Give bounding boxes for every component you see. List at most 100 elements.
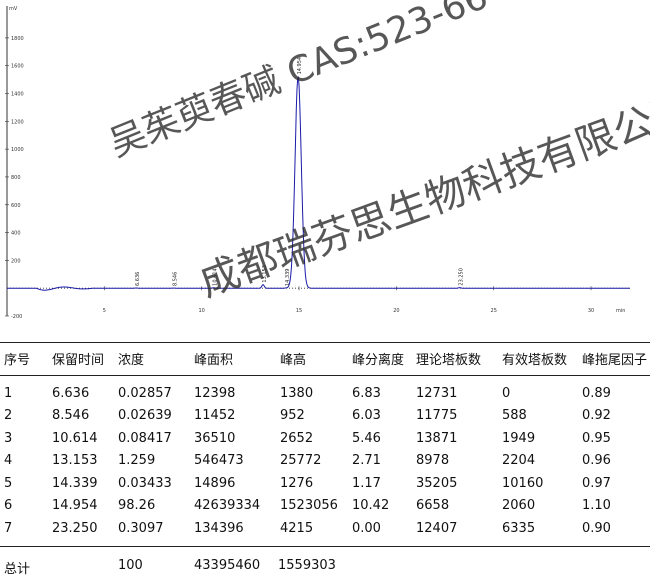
y-tick-label: 600 xyxy=(11,203,21,209)
results-table-wrap: 序号 保留时间 浓度 峰面积 峰高 峰分离度 理论塔板数 有效塔板数 峰拖尾因子… xyxy=(0,342,650,540)
cell-effective-plates: 6335 xyxy=(502,520,536,536)
cell-effective-plates: 1949 xyxy=(502,430,536,446)
cell-theoretical-plates: 11775 xyxy=(416,408,458,424)
cell-tailing-factor: 0.92 xyxy=(582,408,611,424)
table-row: 7 23.250 0.3097 134396 4215 0.00 12407 6335 0.90 xyxy=(0,517,650,540)
cell-effective-plates: 2060 xyxy=(502,498,536,514)
peak-labels: 6.636 8.546 10.614 13.153 14.339 14.954 23.250 xyxy=(135,57,464,286)
cell-peak-area: 11452 xyxy=(194,408,236,424)
cell-resolution: 10.42 xyxy=(352,498,390,514)
cell-index: 7 xyxy=(4,520,13,536)
cell-index: 6 xyxy=(4,498,13,514)
cell-peak-area: 42639334 xyxy=(194,498,261,514)
cell-concentration: 98.26 xyxy=(118,498,156,514)
cell-concentration: 0.08417 xyxy=(118,430,172,446)
peak-label: 13.153 xyxy=(262,265,268,283)
cell-peak-height: 4215 xyxy=(280,520,314,536)
cell-peak-area: 546473 xyxy=(194,453,244,469)
cell-peak-area: 12398 xyxy=(194,385,236,401)
cell-peak-area: 134396 xyxy=(194,520,244,536)
table-header-row: 序号 保留时间 浓度 峰面积 峰高 峰分离度 理论塔板数 有效塔板数 峰拖尾因子 xyxy=(0,342,650,374)
chart-axes: mV min xyxy=(6,6,630,316)
table-row: 5 14.339 0.03433 14896 1276 1.17 35205 10160 0.9… xyxy=(0,472,650,495)
peak-label: 8.546 xyxy=(172,272,178,286)
y-tick-label: 800 xyxy=(11,175,21,181)
x-axis-label: min xyxy=(616,308,625,314)
cell-tailing-factor: 0.90 xyxy=(582,520,611,536)
table-row: 6 14.954 98.26 42639334 1523056 10.42 6658 2060… xyxy=(0,495,650,518)
cell-resolution: 1.17 xyxy=(352,475,381,491)
col-header-effective-plates: 有效塔板数 xyxy=(502,352,568,368)
col-header-peak-area: 峰面积 xyxy=(194,352,234,368)
cell-retention-time: 10.614 xyxy=(52,430,98,446)
x-tick-label: 30 xyxy=(588,308,594,314)
col-header-concentration: 浓度 xyxy=(118,352,145,368)
total-label: 总计 xyxy=(4,562,31,577)
total-area: 43395460 xyxy=(194,558,261,573)
cell-concentration: 0.03433 xyxy=(118,475,172,491)
cell-index: 2 xyxy=(4,408,13,424)
y-tick-label: 1800 xyxy=(11,36,24,42)
chromatogram-chart: mV min -200 200 400 600 800 1000 1200 1400 1600 18… xyxy=(5,6,630,320)
y-tick-label: -200 xyxy=(11,314,22,320)
cell-index: 5 xyxy=(4,475,13,491)
peak-label: 14.339 xyxy=(285,269,291,287)
cell-concentration: 0.3097 xyxy=(118,520,164,536)
x-tick-label: 15 xyxy=(296,308,302,314)
col-header-peak-height: 峰高 xyxy=(280,352,307,368)
table-body: 1 6.636 0.02857 12398 1380 6.83 12731 0 0.89 2 8.5… xyxy=(0,374,650,540)
cell-tailing-factor: 0.96 xyxy=(582,453,611,469)
cell-resolution: 2.71 xyxy=(352,453,381,469)
chromatogram-trace-group xyxy=(7,75,630,291)
cell-concentration: 0.02639 xyxy=(118,408,172,424)
cell-retention-time: 14.339 xyxy=(52,475,98,491)
table-row: 2 8.546 0.02639 11452 952 6.03 11775 588 0.92 xyxy=(0,405,650,428)
table-row: 4 13.153 1.259 546473 25772 2.71 8978 2204 0.96 xyxy=(0,450,650,473)
cell-peak-height: 25772 xyxy=(280,453,322,469)
cell-tailing-factor: 0.95 xyxy=(582,430,611,446)
cell-retention-time: 6.636 xyxy=(52,385,90,401)
cell-concentration: 1.259 xyxy=(118,453,156,469)
table-row: 3 10.614 0.08417 36510 2652 5.46 13871 1949 0.95 xyxy=(0,427,650,450)
x-tick-label: 20 xyxy=(393,308,399,314)
cell-effective-plates: 588 xyxy=(502,408,527,424)
cell-concentration: 0.02857 xyxy=(118,385,172,401)
cell-resolution: 6.83 xyxy=(352,385,381,401)
cell-peak-area: 14896 xyxy=(194,475,236,491)
cell-peak-height: 2652 xyxy=(280,430,314,446)
y-tick-label: 1600 xyxy=(11,64,24,70)
peak-label: 23.250 xyxy=(459,268,465,286)
col-header-resolution: 峰分离度 xyxy=(352,352,405,368)
cell-retention-time: 14.954 xyxy=(52,498,98,514)
y-tick-label: 200 xyxy=(11,258,21,264)
y-tick-label: 1000 xyxy=(11,147,24,153)
chart-ticks: -200 200 400 600 800 1000 1200 1400 1600 1800 5 10 1… xyxy=(5,36,594,320)
chromatogram-trace xyxy=(7,75,630,291)
table-top-rule xyxy=(0,342,650,343)
cell-retention-time: 23.250 xyxy=(52,520,98,536)
total-concentration: 100 xyxy=(118,558,143,573)
y-tick-label: 1200 xyxy=(11,119,24,125)
cell-tailing-factor: 0.97 xyxy=(582,475,611,491)
cell-effective-plates: 10160 xyxy=(502,475,544,491)
cell-tailing-factor: 1.10 xyxy=(582,498,611,514)
cell-retention-time: 13.153 xyxy=(52,453,98,469)
cell-resolution: 5.46 xyxy=(352,430,381,446)
cell-theoretical-plates: 6658 xyxy=(416,498,450,514)
y-tick-label: 400 xyxy=(11,231,21,237)
peak-label: 14.954 xyxy=(297,57,303,75)
col-header-index: 序号 xyxy=(4,352,31,368)
cell-resolution: 0.00 xyxy=(352,520,381,536)
col-header-retention-time: 保留时间 xyxy=(52,352,105,368)
x-tick-label: 5 xyxy=(103,308,106,314)
peak-results-table: 序号 保留时间 浓度 峰面积 峰高 峰分离度 理论塔板数 有效塔板数 峰拖尾因子… xyxy=(0,342,650,540)
cell-peak-area: 36510 xyxy=(194,430,236,446)
cell-effective-plates: 2204 xyxy=(502,453,536,469)
cell-peak-height: 1380 xyxy=(280,385,314,401)
cell-index: 3 xyxy=(4,430,13,446)
table-header-rule xyxy=(0,375,650,376)
cell-peak-height: 1523056 xyxy=(280,498,338,514)
cell-index: 4 xyxy=(4,453,13,469)
cell-peak-height: 952 xyxy=(280,408,305,424)
y-tick-label: 1400 xyxy=(11,92,24,98)
